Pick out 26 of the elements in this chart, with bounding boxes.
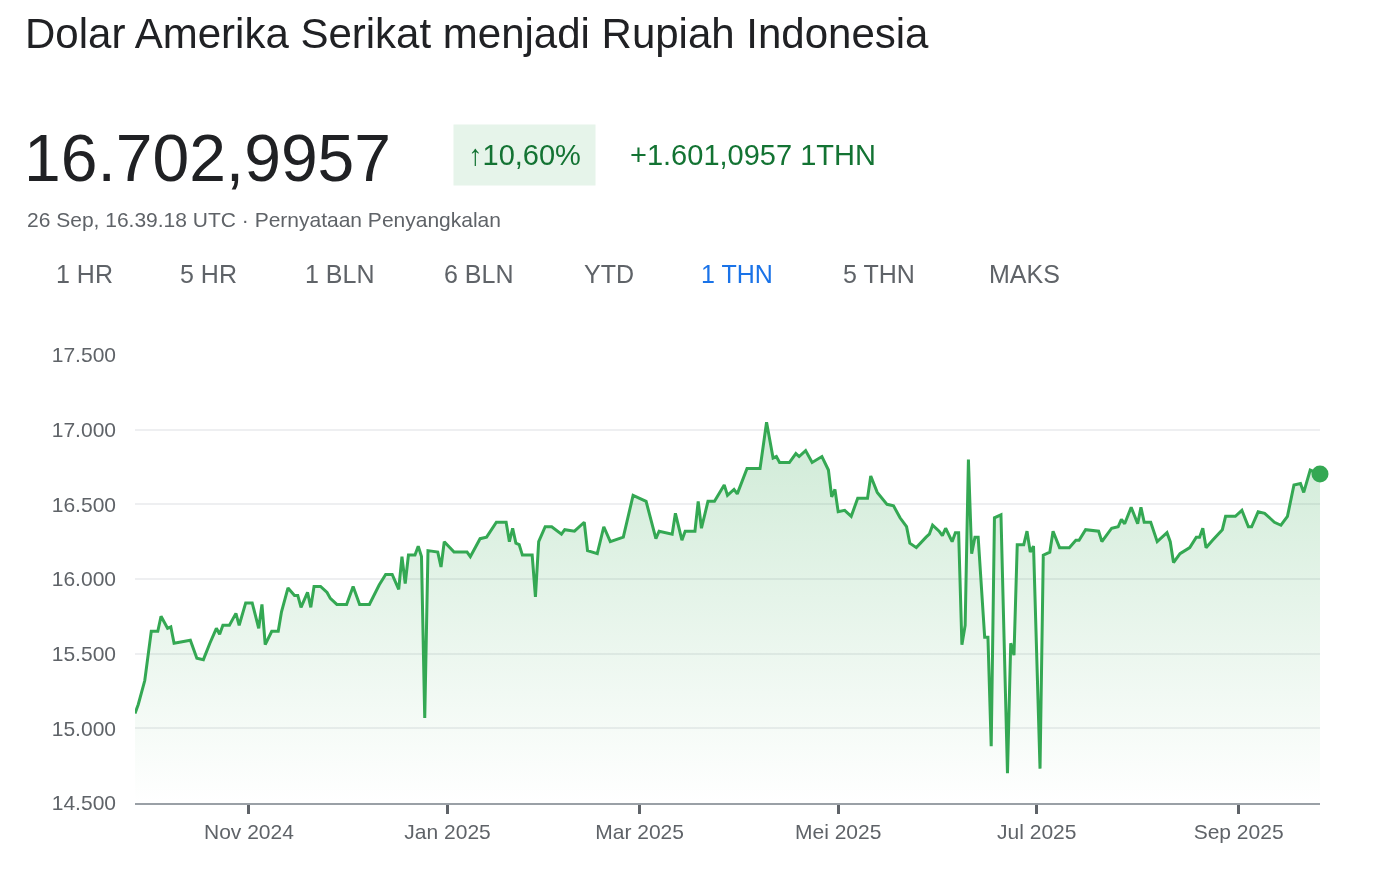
text: 6 BLN	[444, 260, 514, 288]
y-tick-label: 15.000	[51, 716, 116, 740]
text: +1.601,0957 1THN	[630, 139, 876, 171]
x-tick-label: Sep 2025	[1193, 820, 1284, 844]
x-tick-label: Nov 2024	[203, 820, 295, 844]
y-tick-label: 17.000	[51, 418, 116, 442]
text: 1 HR	[56, 260, 113, 288]
text: ↑10,60%	[468, 139, 581, 171]
x-tick-label: Mei 2025	[794, 820, 882, 844]
y-tick-label: 14.500	[51, 791, 116, 815]
y-tick-label: 17.500	[51, 343, 116, 367]
chart-title: Dolar Amerika Serikat menjadi Rupiah Indonesia	[25, 9, 930, 57]
text: 1 BLN	[305, 260, 375, 288]
x-tick-label: Jul 2025	[997, 820, 1077, 844]
chart-subtitle: 16.702,9957	[24, 121, 392, 195]
x-tick-label: Mar 2025	[595, 820, 684, 844]
text: 5 HR	[180, 260, 237, 288]
text: 1 THN	[701, 260, 773, 288]
y-tick-label: 16.500	[51, 492, 116, 516]
text: 26 Sep, 16.39.18 UTC · Pernyataan Penyangkalan	[27, 208, 501, 231]
text: 5 THN	[843, 260, 915, 288]
y-tick-label: 16.000	[51, 567, 116, 591]
text: MAKS	[989, 260, 1060, 288]
y-tick-label: 15.500	[51, 642, 116, 666]
text: YTD	[584, 260, 634, 288]
x-tick-label: Jan 2025	[404, 820, 491, 844]
